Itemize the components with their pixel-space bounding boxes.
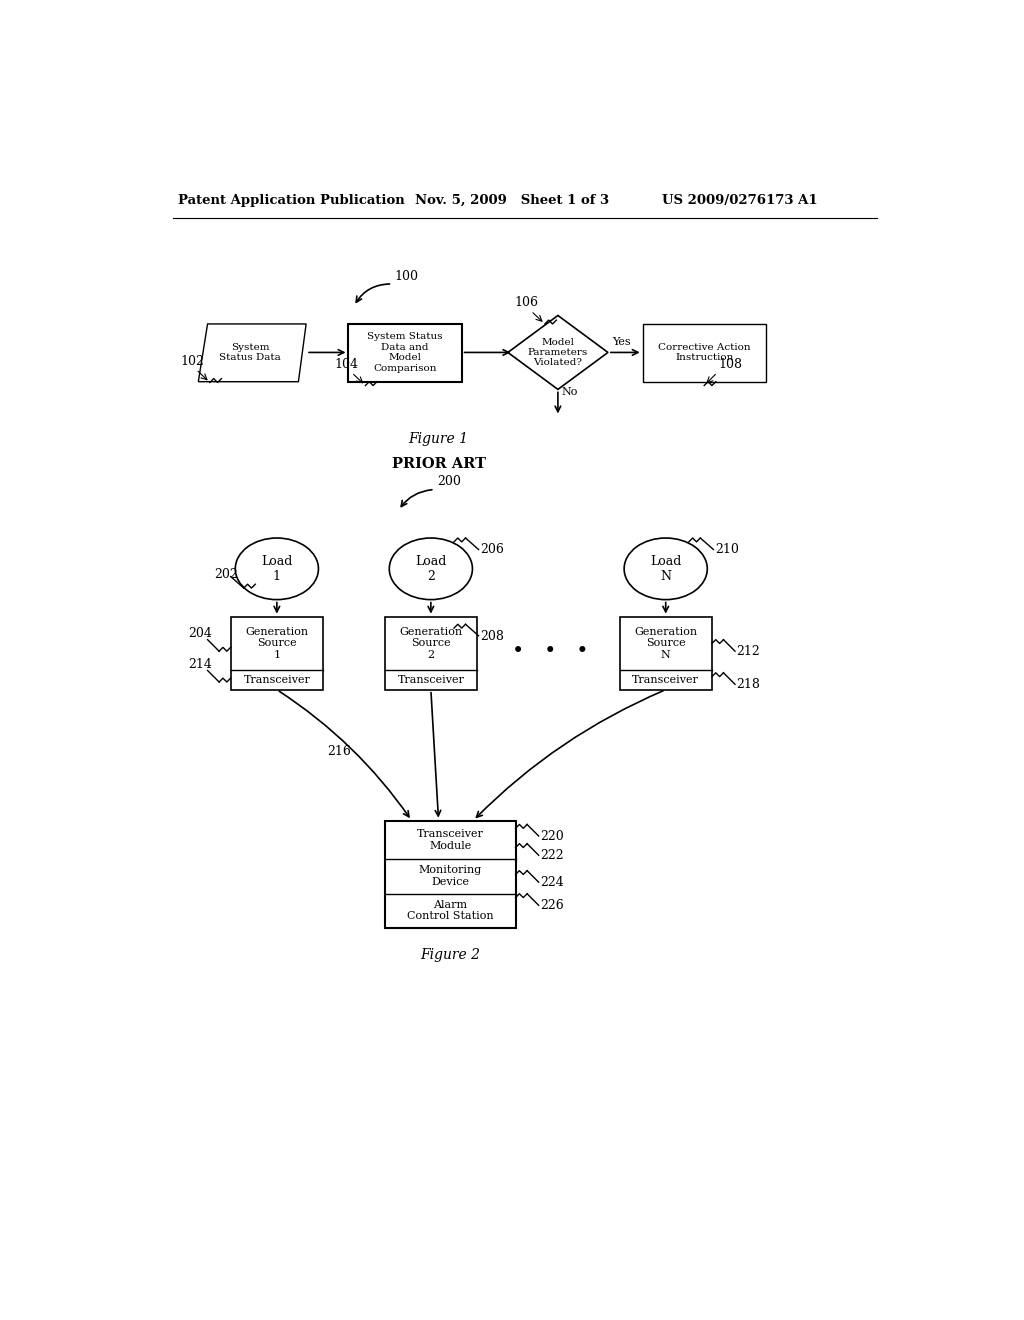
Text: 204: 204 [188,627,212,640]
Text: Yes: Yes [612,337,631,347]
Text: 104: 104 [335,358,358,371]
Text: 102: 102 [180,355,205,368]
Ellipse shape [236,539,318,599]
Bar [620,616,712,689]
Text: •   •   •: • • • [512,642,589,661]
Text: PRIOR ART: PRIOR ART [391,457,485,471]
Text: Transceiver: Transceiver [632,675,699,685]
Text: System Status
Data and
Model
Comparison: System Status Data and Model Comparison [367,333,442,372]
Text: 202: 202 [214,568,238,581]
Polygon shape [508,315,608,389]
Text: 210: 210 [715,544,739,557]
Text: 106: 106 [514,296,538,309]
Text: Patent Application Publication: Patent Application Publication [178,194,406,207]
Text: Alarm
Control Station: Alarm Control Station [407,900,494,921]
Text: 220: 220 [541,829,564,842]
Text: 214: 214 [188,659,212,671]
Bar [348,323,462,381]
Text: Transceiver
Module: Transceiver Module [417,829,483,850]
Bar [643,323,766,381]
Bar [230,616,323,689]
Ellipse shape [389,539,472,599]
Text: 208: 208 [480,630,504,643]
Text: 218: 218 [736,678,761,692]
Text: System
Status Data: System Status Data [219,343,281,362]
Ellipse shape [625,539,708,599]
Text: Generation
Source
1: Generation Source 1 [246,627,308,660]
Text: 222: 222 [541,849,564,862]
Bar [385,616,477,689]
Text: Corrective Action
Instruction: Corrective Action Instruction [657,343,751,362]
Text: Model
Parameters
Violated?: Model Parameters Violated? [527,338,588,367]
Text: Load
N: Load N [650,554,681,583]
Text: Figure 2: Figure 2 [420,948,480,962]
Text: Transceiver: Transceiver [244,675,310,685]
Text: 226: 226 [541,899,564,912]
Text: Monitoring
Device: Monitoring Device [419,865,481,887]
Text: No: No [561,387,578,397]
Polygon shape [199,323,306,381]
Text: 108: 108 [719,358,742,371]
Text: 216: 216 [327,746,351,758]
Text: Transceiver: Transceiver [397,675,464,685]
Text: Nov. 5, 2009   Sheet 1 of 3: Nov. 5, 2009 Sheet 1 of 3 [416,194,609,207]
Bar [385,821,515,928]
Text: 100: 100 [394,271,419,282]
Text: Generation
Source
N: Generation Source N [634,627,697,660]
Text: 224: 224 [541,875,564,888]
Text: 200: 200 [437,475,461,488]
Text: Figure 1: Figure 1 [409,433,469,446]
Text: 212: 212 [736,645,760,659]
Text: US 2009/0276173 A1: US 2009/0276173 A1 [662,194,817,207]
Text: Generation
Source
2: Generation Source 2 [399,627,463,660]
Text: 206: 206 [480,544,504,557]
Text: Load
2: Load 2 [415,554,446,583]
Text: Load
1: Load 1 [261,554,293,583]
